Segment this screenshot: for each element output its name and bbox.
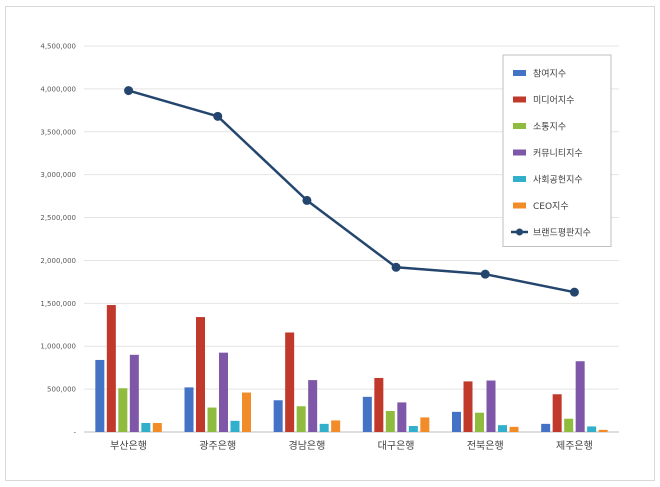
bar-CEO지수-경남은행 (331, 420, 341, 432)
x-category-label: 제주은행 (556, 440, 593, 452)
x-category-label: 경남은행 (289, 439, 326, 452)
bar-CEO지수-대구은행 (420, 417, 430, 432)
bar-커뮤니티지수-경남은행 (308, 380, 318, 432)
y-tick-label: 2,500,000 (40, 214, 76, 222)
bar-CEO지수-제주은행 (598, 429, 608, 432)
legend-marker-브랜드평판지수 (516, 228, 523, 236)
bar-미디어지수-광주은행 (196, 317, 205, 432)
bar-series (95, 305, 608, 432)
legend-swatch-사회공헌지수 (513, 176, 526, 182)
y-tick-label: 2,000,000 (40, 257, 76, 265)
legend-label: 사회공헌지수 (533, 175, 583, 186)
bar-소통지수-대구은행 (385, 410, 395, 432)
bar-미디어지수-부산은행 (106, 305, 116, 432)
bar-미디어지수-제주은행 (552, 394, 562, 432)
bar-커뮤니티지수-대구은행 (397, 402, 407, 432)
line-브랜드평판지수 (128, 89, 575, 294)
y-tick-label: 3,000,000 (40, 171, 76, 179)
bar-커뮤니티지수-부산은행 (129, 354, 139, 432)
bar-미디어지수-경남은행 (285, 332, 295, 432)
bar-참여지수-경남은행 (273, 400, 283, 432)
bar-참여지수-전북은행 (452, 411, 461, 432)
point-브랜드평판지수-부산은행 (124, 86, 134, 96)
point-브랜드평판지수-제주은행 (569, 287, 579, 297)
bar-소통지수-부산은행 (118, 388, 128, 432)
bar-사회공헌지수-경남은행 (319, 423, 329, 432)
line-series (124, 86, 579, 297)
y-tick-label: 500,000 (47, 386, 76, 394)
legend-label: 참여지수 (533, 68, 566, 80)
bar-참여지수-제주은행 (541, 423, 551, 432)
legend-label: 미디어지수 (533, 95, 574, 106)
bar-사회공헌지수-대구은행 (408, 425, 418, 432)
y-tick-label: 3,500,000 (40, 128, 76, 136)
bar-사회공헌지수-전북은행 (498, 425, 507, 432)
bank-brand-index-chart: - 500,000 1,000,000 1,500,000 2,000,000 2,500… (40, 43, 619, 452)
legend-swatch-소통지수 (513, 123, 526, 129)
bar-미디어지수-전북은행 (463, 381, 473, 432)
bar-사회공헌지수-제주은행 (587, 426, 597, 432)
bar-참여지수-광주은행 (184, 387, 194, 432)
point-브랜드평판지수-광주은행 (213, 111, 223, 121)
y-axis-tick-labels: - 500,000 1,000,000 1,500,000 2,000,000 2,500… (40, 43, 76, 437)
bar-사회공헌지수-광주은행 (230, 420, 240, 432)
grid-lines (84, 45, 619, 433)
legend-swatch-참여지수 (513, 70, 526, 76)
chart-frame: - 500,000 1,000,000 1,500,000 2,000,000 2,500… (5, 6, 655, 481)
bar-커뮤니티지수-광주은행 (219, 352, 228, 432)
legend-label: 커뮤니티지수 (533, 148, 583, 159)
x-axis-category-labels: 부산은행 광주은행 경남은행 대구은행 전북은행 제주은행 (110, 439, 593, 452)
y-tick-label: - (73, 429, 76, 437)
bar-미디어지수-대구은행 (374, 377, 384, 432)
legend-label: 브랜드평판지수 (533, 228, 591, 239)
legend-label: 소통지수 (533, 122, 566, 133)
y-tick-label: 4,000,000 (40, 85, 76, 93)
legend-label: CEO지수 (533, 201, 569, 212)
bar-커뮤니티지수-전북은행 (486, 380, 496, 432)
x-category-label: 대구은행 (378, 440, 415, 452)
bar-참여지수-부산은행 (95, 359, 105, 432)
x-category-label: 광주은행 (199, 440, 236, 452)
bar-소통지수-광주은행 (207, 407, 217, 432)
bar-소통지수-전북은행 (475, 412, 484, 432)
bar-커뮤니티지수-제주은행 (575, 361, 585, 432)
bar-CEO지수-전북은행 (509, 426, 519, 432)
bar-사회공헌지수-부산은행 (141, 422, 151, 432)
legend-swatch-미디어지수 (513, 96, 526, 103)
y-tick-label: 1,500,000 (40, 300, 76, 308)
point-브랜드평판지수-대구은행 (391, 262, 401, 272)
bar-참여지수-대구은행 (362, 396, 372, 432)
bar-CEO지수-부산은행 (152, 422, 162, 432)
y-tick-label: 1,000,000 (40, 343, 76, 351)
legend-swatch-CEO지수 (513, 202, 526, 209)
point-브랜드평판지수-전북은행 (480, 269, 490, 279)
bar-소통지수-제주은행 (564, 418, 574, 432)
point-브랜드평판지수-경남은행 (302, 195, 312, 205)
bar-소통지수-경남은행 (296, 406, 306, 432)
bar-CEO지수-광주은행 (242, 392, 251, 432)
x-category-label: 전북은행 (467, 440, 504, 452)
y-tick-label: 4,500,000 (40, 43, 76, 51)
legend-swatch-커뮤니티지수 (513, 149, 526, 156)
x-category-label: 부산은행 (110, 440, 147, 452)
